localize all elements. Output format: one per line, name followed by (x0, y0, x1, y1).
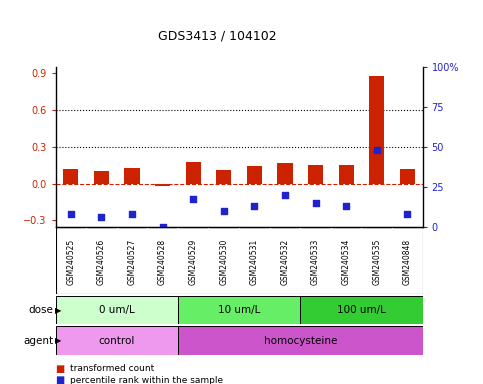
Bar (155, 184, 170, 186)
Bar (125, 168, 140, 184)
Point (128, 211, 136, 217)
Bar (339, 165, 354, 184)
Point (159, 223, 167, 230)
Bar (400, 169, 415, 184)
Bar (308, 165, 323, 184)
Bar (63, 169, 78, 184)
Text: 0 um/L: 0 um/L (99, 305, 135, 315)
Bar (369, 76, 384, 184)
Text: GDS3413 / 104102: GDS3413 / 104102 (158, 29, 277, 42)
Bar (247, 167, 262, 184)
Text: GSM240848: GSM240848 (403, 238, 412, 285)
Text: GSM240534: GSM240534 (341, 238, 351, 285)
Bar (56, 326, 178, 355)
Text: GSM240525: GSM240525 (66, 238, 75, 285)
Text: agent: agent (23, 336, 53, 346)
Bar (185, 162, 201, 184)
Bar (277, 163, 293, 184)
Bar (216, 170, 231, 184)
Bar (178, 296, 300, 324)
Point (403, 211, 411, 217)
Text: ■: ■ (56, 375, 65, 384)
Text: control: control (99, 336, 135, 346)
Text: GSM240532: GSM240532 (281, 238, 289, 285)
Text: ▶: ▶ (55, 306, 61, 314)
Text: ■: ■ (56, 364, 65, 374)
Text: percentile rank within the sample: percentile rank within the sample (70, 376, 223, 384)
Point (342, 203, 350, 209)
Point (67, 211, 75, 217)
Point (220, 207, 227, 214)
Text: dose: dose (28, 305, 53, 315)
Text: GSM240530: GSM240530 (219, 238, 228, 285)
Point (251, 203, 258, 209)
Text: transformed count: transformed count (70, 364, 154, 373)
Text: GSM240529: GSM240529 (189, 238, 198, 285)
Text: 100 um/L: 100 um/L (337, 305, 386, 315)
Text: GSM240528: GSM240528 (158, 238, 167, 285)
Point (281, 192, 289, 198)
Bar (300, 296, 423, 324)
Text: GSM240533: GSM240533 (311, 238, 320, 285)
Text: 10 um/L: 10 um/L (218, 305, 260, 315)
Text: GSM240527: GSM240527 (128, 238, 137, 285)
Text: ▶: ▶ (55, 336, 61, 345)
Point (189, 196, 197, 202)
Bar (178, 326, 423, 355)
Point (373, 147, 381, 153)
Text: GSM240531: GSM240531 (250, 238, 259, 285)
Point (312, 200, 319, 206)
Bar (94, 171, 109, 184)
Text: GSM240526: GSM240526 (97, 238, 106, 285)
Point (98, 214, 105, 220)
Text: homocysteine: homocysteine (264, 336, 337, 346)
Bar (56, 296, 178, 324)
Text: GSM240535: GSM240535 (372, 238, 381, 285)
